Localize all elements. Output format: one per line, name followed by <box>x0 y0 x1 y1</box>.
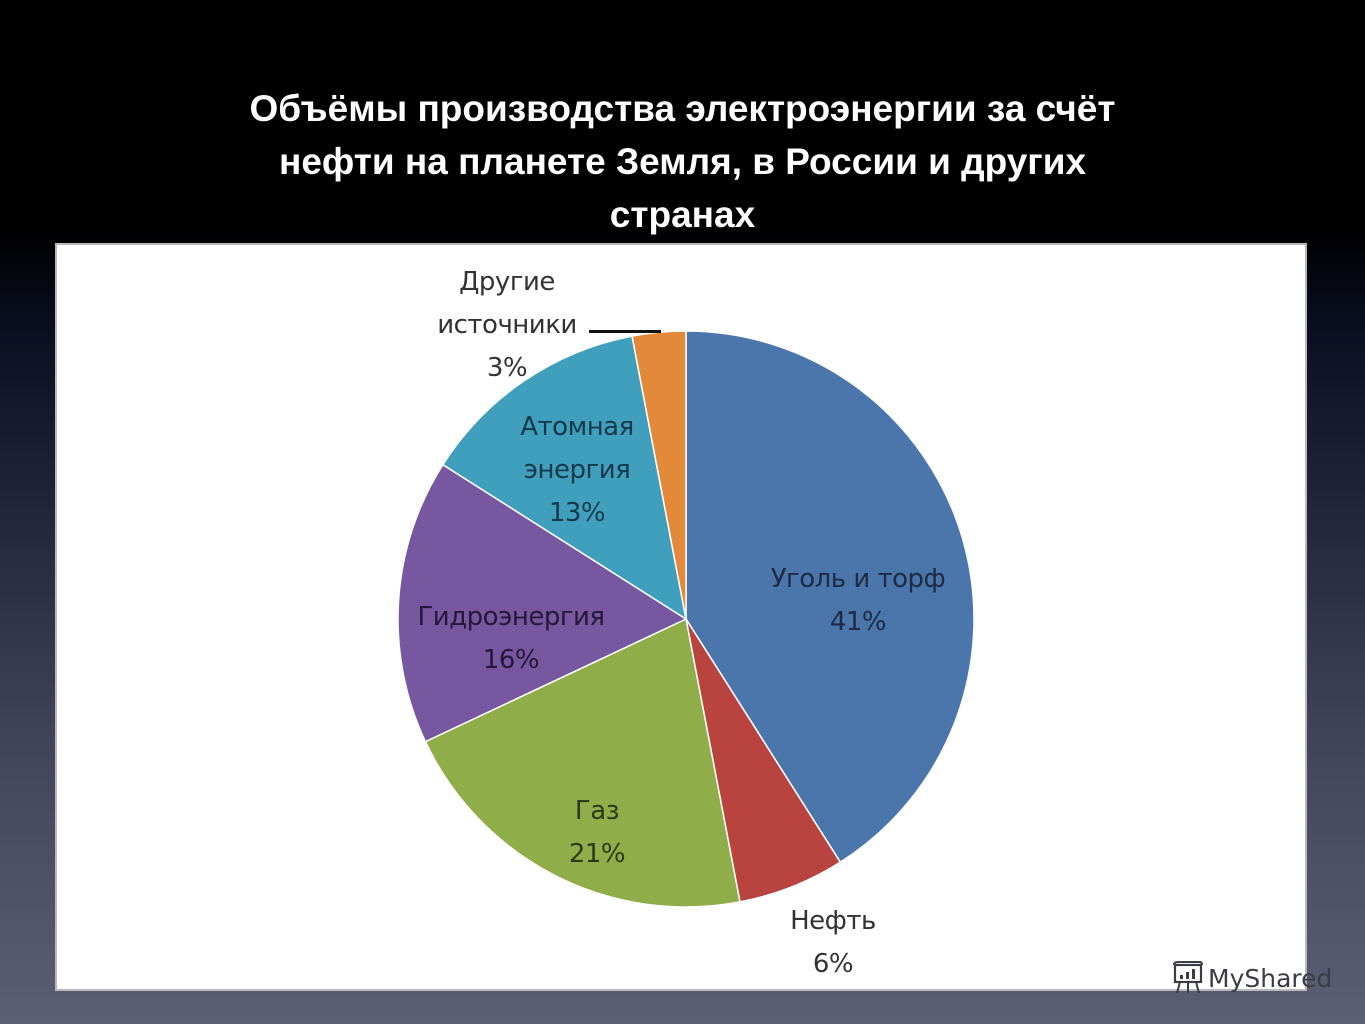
label-nuclear-value: 13% <box>548 498 606 528</box>
label-gas-name: Газ <box>574 796 620 826</box>
pie-slice-2 <box>424 617 741 908</box>
title-line-3: странах <box>609 194 756 235</box>
label-oil-name: Нефть <box>790 906 876 936</box>
label-other-sources: источники <box>437 310 577 340</box>
pie-slice-3 <box>397 463 688 743</box>
pie-chart-image: Уголь и торф 41% Нефть 6% Газ 21% Гидроэ… <box>55 243 1307 991</box>
watermark: MyShared <box>1172 960 1332 996</box>
pie-slice-0 <box>685 330 975 864</box>
slide-title: Объёмы производства электроэнергии за сч… <box>0 82 1365 241</box>
pie-slice-4 <box>441 335 688 621</box>
watermark-text: MyShared <box>1208 963 1333 993</box>
label-coal-value: 41% <box>829 607 887 637</box>
label-coal: Уголь и торф 41% <box>771 558 946 644</box>
label-gas: Газ 21% <box>568 790 626 876</box>
title-line-2: нефти на планете Земля, в России и други… <box>278 141 1087 182</box>
title-line-1: Объёмы производства электроэнергии за сч… <box>249 88 1116 129</box>
label-coal-name: Уголь и торф <box>770 564 946 594</box>
label-other-name: Другие <box>459 267 555 297</box>
label-hydro-value: 16% <box>482 645 540 675</box>
label-other: Другие источники 3% <box>437 261 577 390</box>
label-hydro: Гидроэнергия 16% <box>417 596 605 682</box>
label-leader-line <box>589 330 661 333</box>
label-nuclear: Атомная энергия 13% <box>520 406 634 535</box>
presentation-board-icon <box>1172 961 1204 995</box>
pie-chart <box>397 330 975 908</box>
label-hydro-name: Гидроэнергия <box>417 602 605 632</box>
label-oil: Нефть 6% <box>790 900 876 986</box>
label-nuclear-energy: энергия <box>523 455 631 485</box>
label-other-value: 3% <box>486 353 528 383</box>
label-oil-value: 6% <box>812 949 854 979</box>
label-nuclear-name: Атомная <box>520 412 634 442</box>
label-gas-value: 21% <box>568 839 626 869</box>
